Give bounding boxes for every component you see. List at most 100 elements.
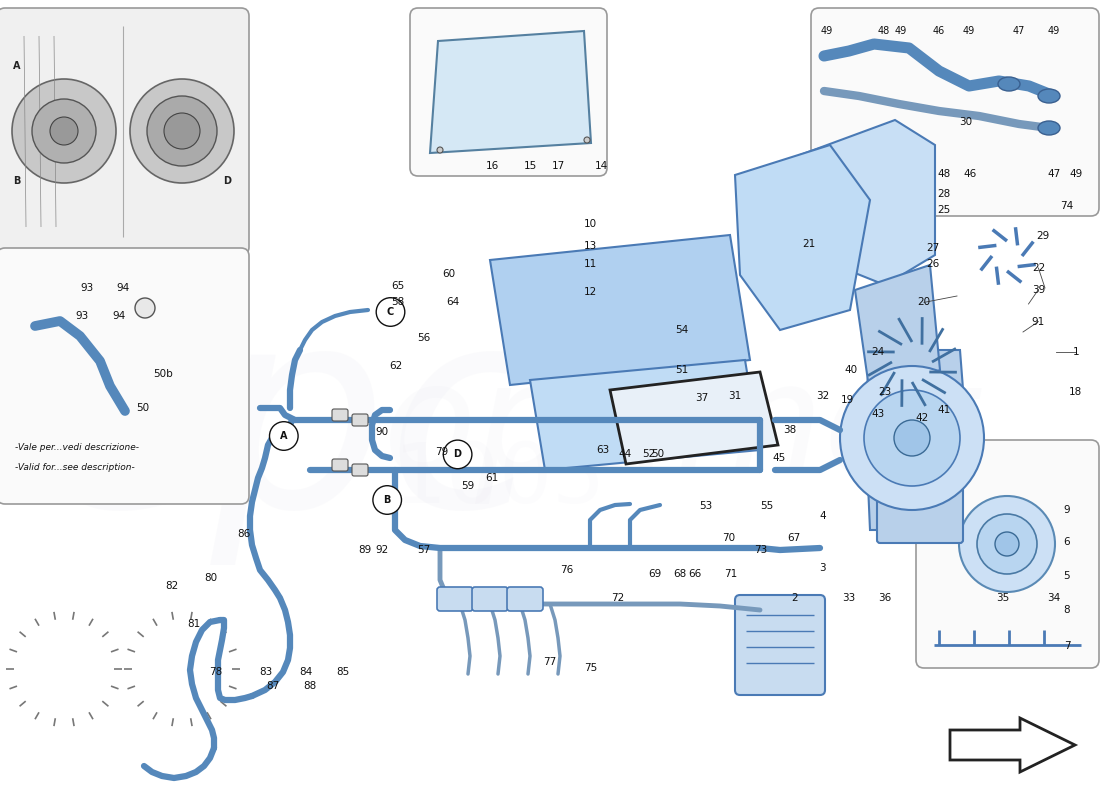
FancyBboxPatch shape — [507, 587, 543, 611]
Text: 53: 53 — [700, 501, 713, 510]
Text: 39: 39 — [1032, 285, 1045, 294]
Polygon shape — [430, 31, 591, 153]
Text: 34: 34 — [1047, 594, 1060, 603]
Text: 78: 78 — [209, 667, 222, 677]
Text: 9: 9 — [1064, 506, 1070, 515]
Circle shape — [376, 298, 405, 326]
Text: A: A — [13, 61, 21, 71]
Text: 14: 14 — [595, 162, 608, 171]
Circle shape — [443, 440, 472, 469]
Text: 72: 72 — [612, 594, 625, 603]
Text: 29: 29 — [1036, 231, 1049, 241]
Text: 12: 12 — [584, 287, 597, 297]
Polygon shape — [855, 265, 940, 395]
Text: 63: 63 — [596, 445, 609, 454]
Text: 42: 42 — [915, 413, 928, 422]
Text: 74: 74 — [1060, 202, 1074, 211]
FancyBboxPatch shape — [916, 440, 1099, 668]
FancyBboxPatch shape — [352, 414, 368, 426]
Polygon shape — [530, 360, 760, 470]
Ellipse shape — [998, 77, 1020, 91]
Circle shape — [894, 420, 930, 456]
Text: 93: 93 — [80, 283, 94, 293]
Text: 46: 46 — [964, 170, 977, 179]
Circle shape — [959, 496, 1055, 592]
Text: A: A — [280, 431, 287, 441]
FancyBboxPatch shape — [352, 464, 368, 476]
Text: 60: 60 — [442, 269, 455, 278]
Text: 16: 16 — [486, 162, 499, 171]
Polygon shape — [865, 350, 965, 530]
Text: 64: 64 — [447, 298, 460, 307]
Circle shape — [50, 117, 78, 145]
Text: 57: 57 — [417, 546, 430, 555]
Polygon shape — [490, 235, 750, 385]
Text: 15: 15 — [524, 162, 537, 171]
Text: optimot: optimot — [383, 355, 978, 505]
Text: 11: 11 — [584, 259, 597, 269]
FancyBboxPatch shape — [332, 409, 348, 421]
Text: 47: 47 — [1047, 170, 1060, 179]
Text: 83: 83 — [260, 667, 273, 677]
Text: 44: 44 — [618, 450, 631, 459]
Text: 47: 47 — [1013, 26, 1025, 36]
Text: 48: 48 — [937, 170, 950, 179]
Text: 82: 82 — [165, 581, 178, 590]
Polygon shape — [950, 718, 1075, 772]
Text: 38: 38 — [783, 426, 796, 435]
Text: 94: 94 — [112, 311, 125, 321]
Circle shape — [840, 366, 984, 510]
Text: 69: 69 — [648, 570, 661, 579]
Circle shape — [164, 113, 200, 149]
Text: 40: 40 — [845, 365, 858, 374]
Text: 32: 32 — [816, 391, 829, 401]
Ellipse shape — [1038, 89, 1060, 103]
Text: 49: 49 — [962, 26, 975, 36]
Text: 45: 45 — [772, 453, 785, 462]
Text: 1: 1 — [1072, 347, 1079, 357]
Text: 75: 75 — [584, 663, 597, 673]
Ellipse shape — [1038, 121, 1060, 135]
Text: 50b: 50b — [153, 370, 173, 379]
Text: 48: 48 — [878, 26, 890, 36]
Text: 20: 20 — [917, 298, 931, 307]
FancyBboxPatch shape — [877, 437, 962, 543]
Text: 73: 73 — [755, 546, 768, 555]
Text: 55: 55 — [760, 501, 773, 510]
Text: 30: 30 — [959, 117, 972, 126]
Text: 84: 84 — [299, 667, 312, 677]
Text: 27: 27 — [926, 243, 939, 253]
Text: 67: 67 — [788, 533, 801, 542]
Text: 2: 2 — [791, 594, 798, 603]
Text: 86: 86 — [238, 530, 251, 539]
Text: 80: 80 — [205, 573, 218, 582]
Text: 10: 10 — [584, 219, 597, 229]
Text: 35: 35 — [997, 594, 1010, 603]
Text: 65: 65 — [392, 282, 405, 291]
Text: 1005: 1005 — [394, 439, 606, 521]
Text: 33: 33 — [843, 594, 856, 603]
Circle shape — [996, 532, 1019, 556]
Text: 85: 85 — [337, 667, 350, 677]
Circle shape — [437, 147, 443, 153]
Circle shape — [373, 486, 402, 514]
Text: 28: 28 — [937, 189, 950, 198]
Text: 51: 51 — [675, 365, 689, 374]
Text: 49: 49 — [1048, 26, 1060, 36]
Text: 3: 3 — [820, 563, 826, 573]
Text: 54: 54 — [675, 325, 689, 334]
Text: 46: 46 — [933, 26, 945, 36]
Text: 49: 49 — [821, 26, 833, 36]
Text: 24: 24 — [871, 347, 884, 357]
Circle shape — [270, 422, 298, 450]
Polygon shape — [735, 145, 870, 330]
FancyBboxPatch shape — [735, 595, 825, 695]
Text: 41: 41 — [937, 405, 950, 414]
Text: 31: 31 — [728, 391, 741, 401]
Text: 93: 93 — [76, 311, 89, 321]
Text: 37: 37 — [695, 394, 708, 403]
Circle shape — [864, 390, 960, 486]
Text: 88: 88 — [304, 682, 317, 691]
Text: 8: 8 — [1064, 605, 1070, 614]
Text: 25: 25 — [937, 205, 950, 214]
